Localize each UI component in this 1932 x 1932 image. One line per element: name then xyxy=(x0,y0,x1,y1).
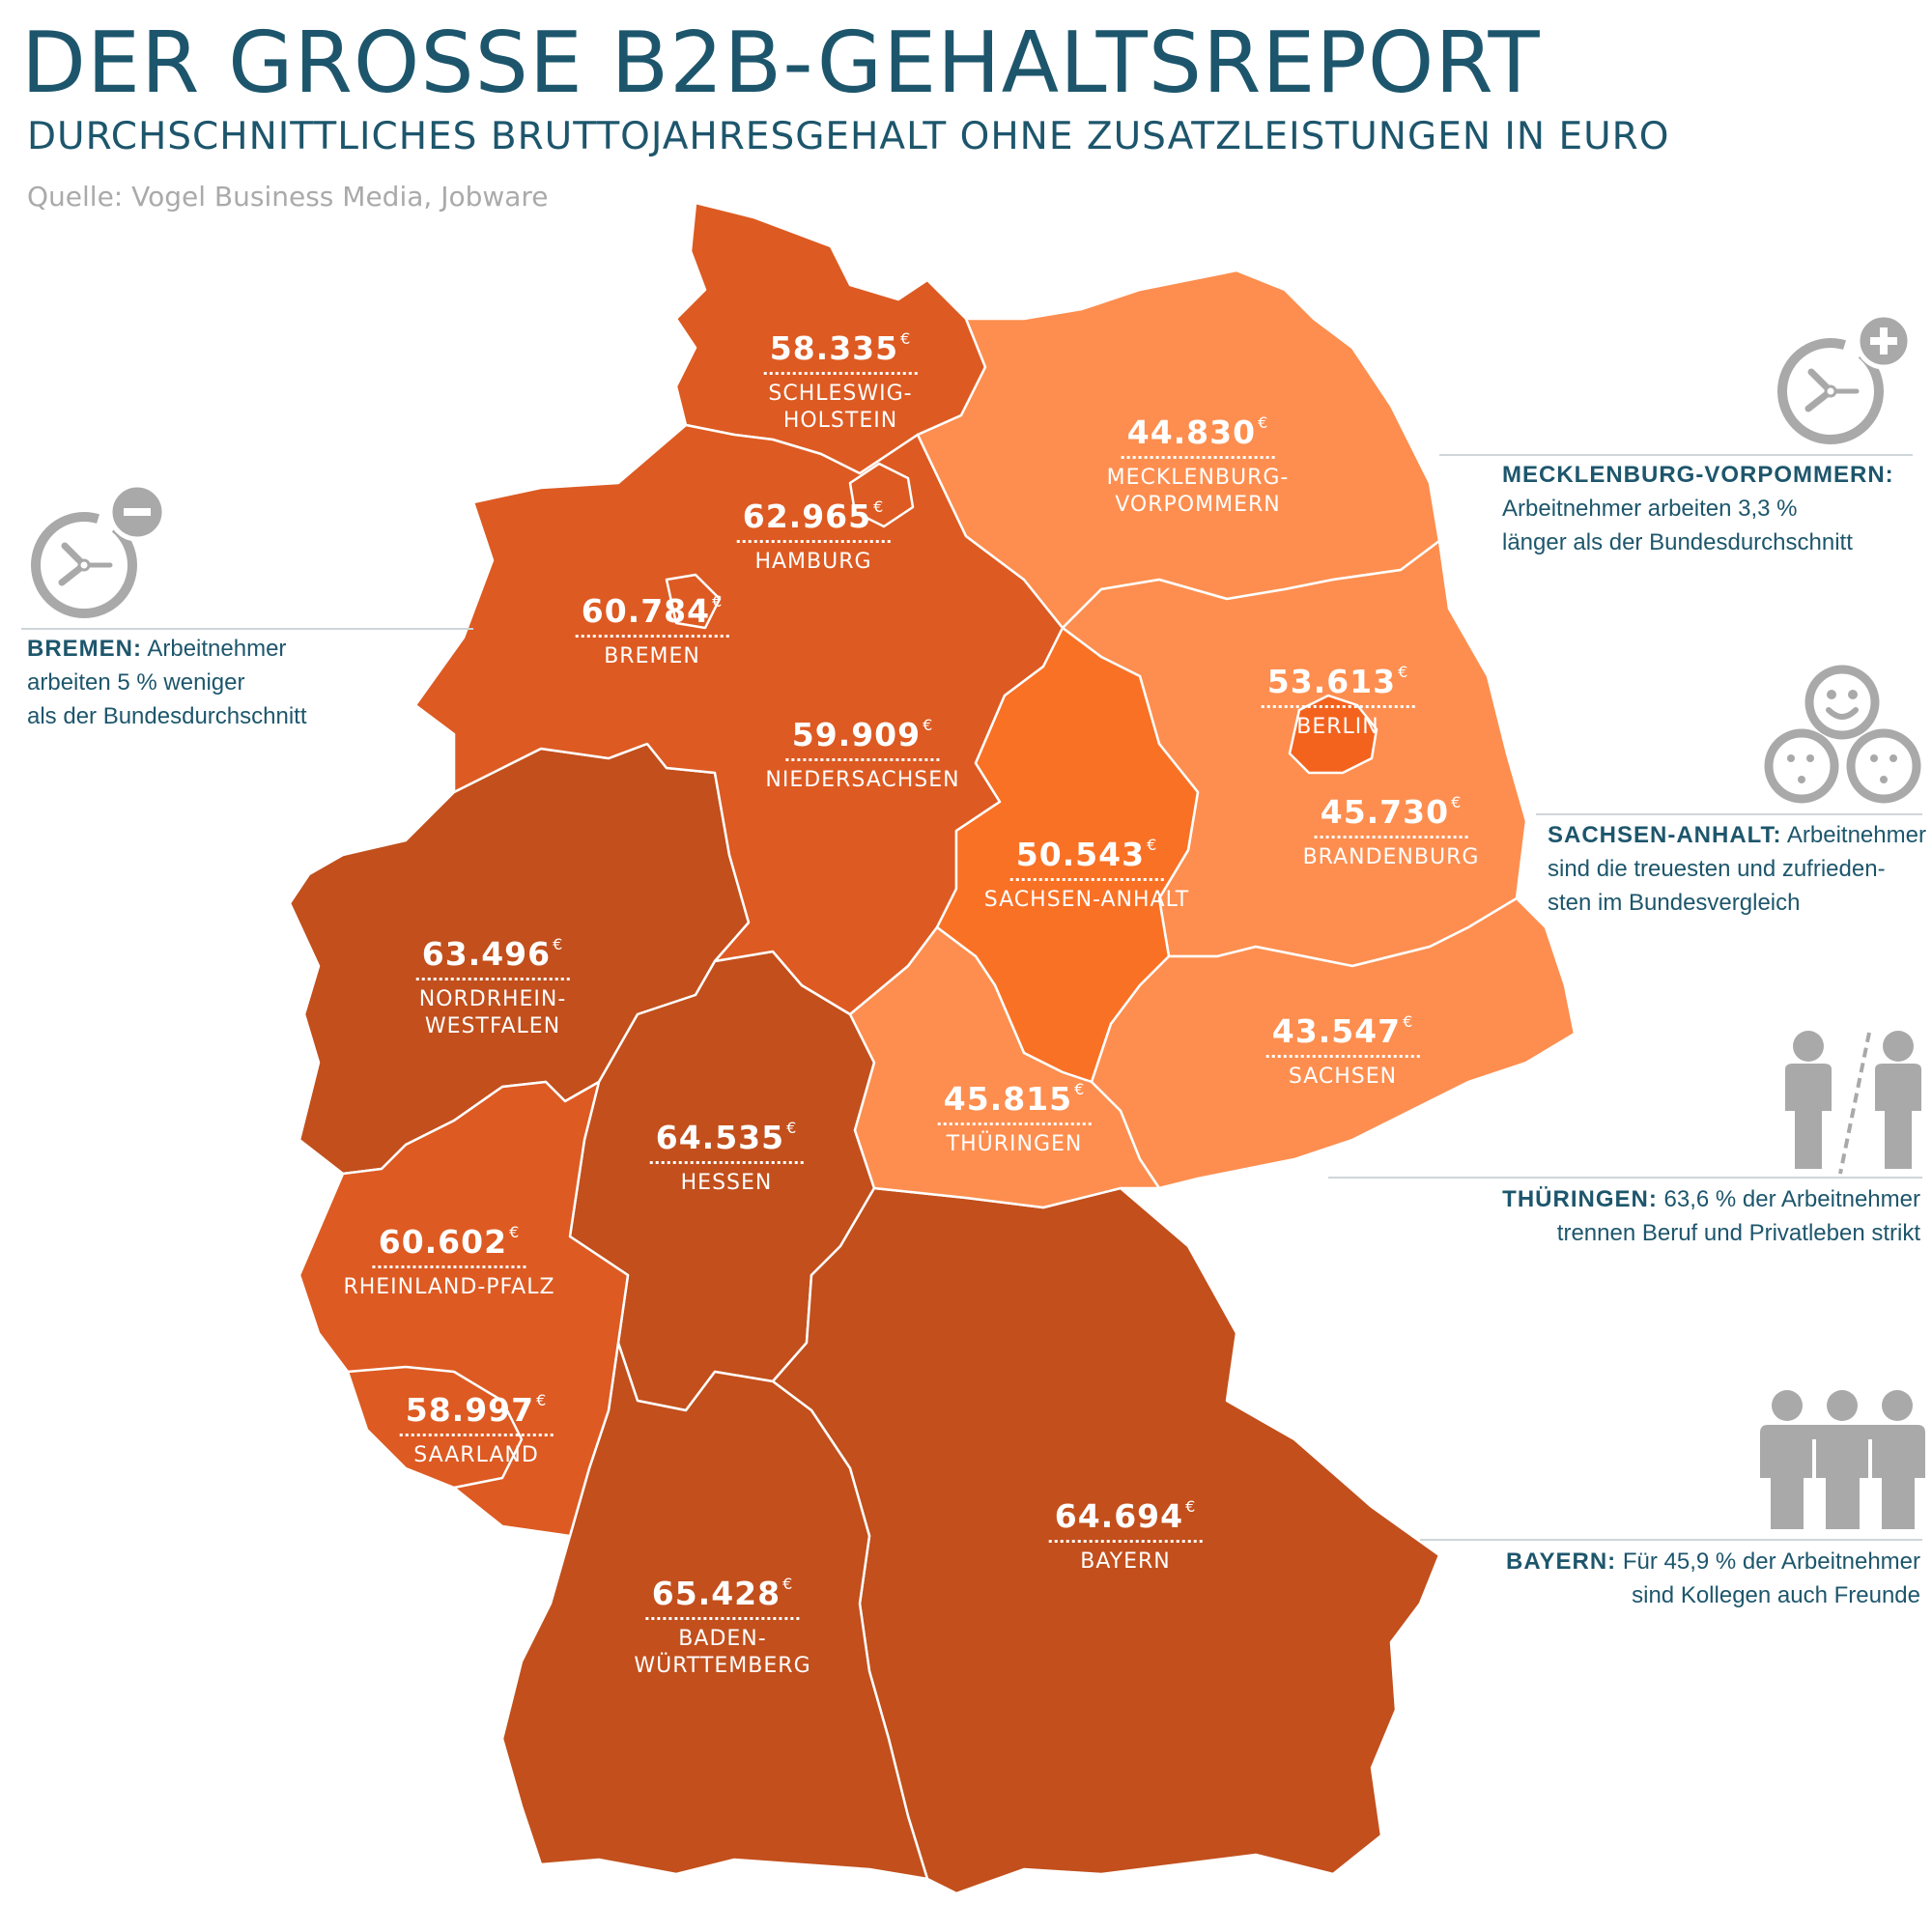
label-thueringen: 45.815 € THÜRINGEN xyxy=(937,1081,1092,1158)
label-schleswig-holstein: 58.335 € SCHLESWIG- HOLSTEIN xyxy=(763,330,918,436)
note-bayern: BAYERN: Für 45,9 % der Arbeitnehmer sind… xyxy=(1506,1548,1920,1608)
state-name: THÜRINGEN xyxy=(946,1131,1083,1156)
label-baden-wuerttemberg: 65.428 € BADEN- WÜRTTEMBERG xyxy=(634,1576,811,1681)
state-value: 62.965 € xyxy=(736,498,891,543)
state-name: RHEINLAND-PFALZ xyxy=(343,1274,555,1299)
label-mecklenburg-vorpommern: 44.830 € MECKLENBURG- VORPOMMERN xyxy=(1106,414,1290,520)
state-value: 44.830 € xyxy=(1121,414,1275,459)
state-value: 58.997 € xyxy=(399,1392,554,1436)
state-shape-bremen[interactable] xyxy=(665,573,722,630)
label-hessen: 64.535 € HESSEN xyxy=(649,1120,804,1197)
label-sachsen: 43.547 € SACHSEN xyxy=(1265,1013,1420,1091)
state-name: BREMEN xyxy=(604,643,700,668)
note-divider xyxy=(21,628,473,630)
label-rheinland-pfalz: 60.602 € RHEINLAND-PFALZ xyxy=(343,1224,555,1301)
state-value: 58.335 € xyxy=(763,330,918,375)
state-name: BADEN- WÜRTTEMBERG xyxy=(634,1626,811,1679)
state-shape-baden-wuerttemberg[interactable] xyxy=(500,1341,929,1881)
separated-people-icon xyxy=(1785,1031,1921,1175)
state-name: SCHLESWIG- HOLSTEIN xyxy=(768,381,913,434)
note-divider xyxy=(1439,454,1913,456)
state-name: SACHSEN xyxy=(1288,1064,1398,1089)
label-hamburg: 62.965 € HAMBURG xyxy=(736,498,891,576)
label-nordrhein-westfalen: 63.496 € NORDRHEIN- WESTFALEN xyxy=(415,936,570,1041)
state-value: 43.547 € xyxy=(1265,1013,1420,1058)
clock-minus-icon xyxy=(31,483,167,618)
smiley-faces-icon xyxy=(1764,665,1921,804)
state-value: 63.496 € xyxy=(415,936,570,980)
label-brandenburg: 45.730 € BRANDENBURG xyxy=(1302,794,1480,871)
state-value: 53.613 € xyxy=(1261,664,1415,708)
state-name: BAYERN xyxy=(1080,1548,1171,1574)
state-value: 64.535 € xyxy=(649,1120,804,1164)
state-name: HESSEN xyxy=(680,1170,773,1195)
state-name: SAARLAND xyxy=(413,1442,539,1467)
note-sachsen-anhalt: SACHSEN-ANHALT: Arbeitnehmer sind die tr… xyxy=(1548,822,1926,916)
note-divider xyxy=(1328,1177,1922,1179)
state-name: SACHSEN-ANHALT xyxy=(983,887,1190,912)
label-berlin: 53.613 € BERLIN xyxy=(1261,664,1415,741)
note-mecklenburg-vorpommern: MECKLENBURG-VORPOMMERN: Arbeitnehmer arb… xyxy=(1502,462,1894,555)
note-divider xyxy=(1420,1539,1922,1541)
state-name: BERLIN xyxy=(1296,714,1379,739)
label-bremen: 60.784 € BREMEN xyxy=(575,593,729,670)
clock-plus-icon xyxy=(1777,314,1913,444)
state-name: NIEDERSACHSEN xyxy=(765,767,960,792)
state-name: NORDRHEIN- WESTFALEN xyxy=(418,986,567,1039)
source-note: Quelle: Vogel Business Media, Jobware xyxy=(27,181,549,213)
state-value: 64.694 € xyxy=(1048,1498,1203,1543)
page-title: DER GROSSE B2B-GEHALTSREPORT xyxy=(21,14,1541,112)
note-thueringen: THÜRINGEN: 63,6 % der Arbeitnehmer trenn… xyxy=(1502,1186,1920,1246)
state-value: 59.909 € xyxy=(785,717,940,761)
state-shape-berlin[interactable] xyxy=(1288,694,1378,775)
state-value: 65.428 € xyxy=(645,1576,800,1620)
state-value: 45.815 € xyxy=(937,1081,1092,1125)
state-value: 45.730 € xyxy=(1314,794,1468,838)
state-shape-thueringen[interactable] xyxy=(848,925,1161,1209)
label-niedersachsen: 59.909 € NIEDERSACHSEN xyxy=(765,717,960,794)
label-saarland: 58.997 € SAARLAND xyxy=(399,1392,554,1469)
state-value: 60.602 € xyxy=(372,1224,526,1268)
state-value: 50.543 € xyxy=(1009,837,1164,881)
note-bremen: BREMEN: Arbeitnehmer arbeiten 5 % wenige… xyxy=(27,636,307,729)
state-name: BRANDENBURG xyxy=(1302,844,1480,869)
label-sachsen-anhalt: 50.543 € SACHSEN-ANHALT xyxy=(983,837,1190,914)
group-people-icon xyxy=(1760,1390,1925,1529)
state-name: MECKLENBURG- VORPOMMERN xyxy=(1106,465,1290,518)
label-bayern: 64.694 € BAYERN xyxy=(1048,1498,1203,1576)
state-value: 60.784 € xyxy=(575,593,729,638)
note-divider xyxy=(1536,813,1922,815)
state-shape-saarland[interactable] xyxy=(346,1365,524,1490)
page-subtitle: DURCHSCHNITTLICHES BRUTTOJAHRESGEHALT OH… xyxy=(27,115,1670,158)
state-name: HAMBURG xyxy=(754,549,872,574)
state-shape-hamburg[interactable] xyxy=(848,462,915,528)
